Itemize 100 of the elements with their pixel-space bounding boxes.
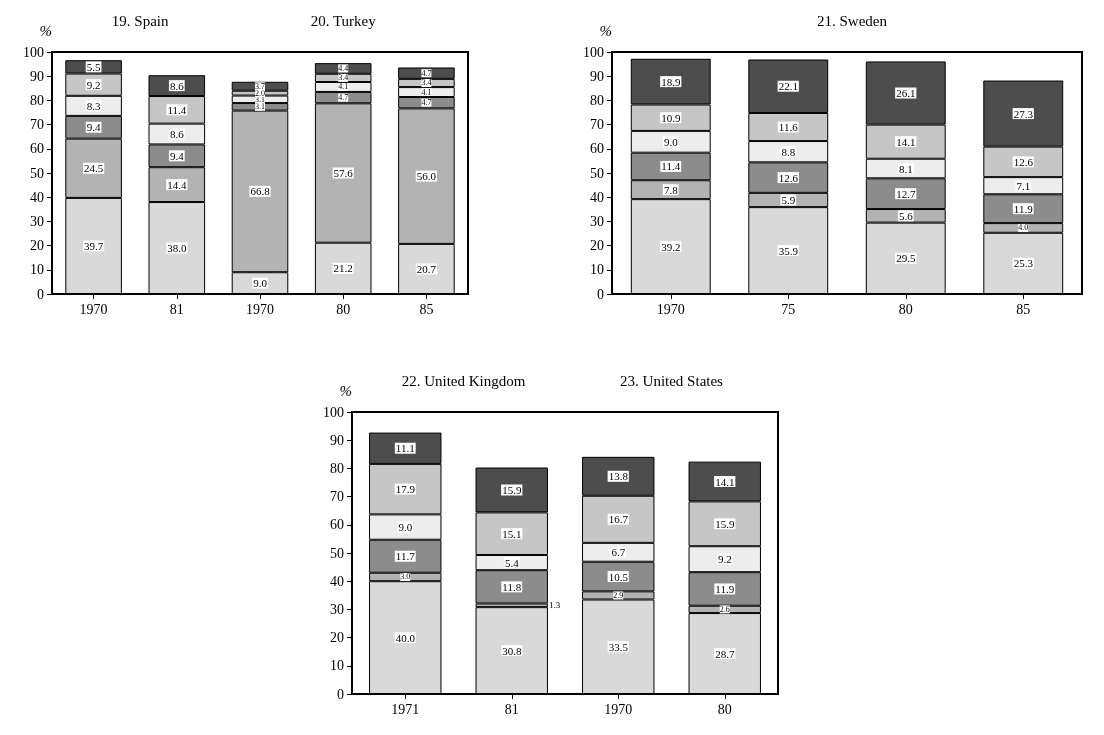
data-label: 39.7: [83, 239, 104, 252]
y-axis-title: %: [599, 22, 612, 39]
y-tick-label: 50: [330, 545, 344, 561]
x-tick-label: 80: [898, 301, 913, 317]
data-label: 16.7: [608, 513, 629, 526]
data-label: 11.9: [715, 582, 735, 595]
y-tick-label: 0: [597, 286, 604, 302]
data-label: 17.9: [395, 483, 416, 496]
data-label: 9.4: [169, 149, 185, 162]
y-tick-label: 50: [30, 165, 44, 181]
data-label: 12.6: [778, 171, 799, 184]
data-label: 29.5: [896, 252, 916, 265]
data-label: 4.1: [338, 82, 349, 92]
data-label: 2.6: [719, 604, 730, 614]
data-label: 24.5: [83, 162, 104, 175]
data-label: 3.4: [338, 73, 349, 83]
chart-title: 19. Spain: [111, 12, 170, 29]
data-label: 5.4: [504, 556, 520, 569]
data-label: 3.7: [255, 81, 265, 91]
y-tick-label: 30: [30, 213, 44, 229]
y-tick-label: 100: [23, 44, 44, 60]
data-label: 1.3: [548, 600, 561, 611]
data-label: 14.1: [896, 135, 916, 148]
data-label: 11.7: [395, 550, 416, 563]
data-label: 9.4: [86, 121, 101, 134]
y-tick-label: 90: [590, 68, 604, 84]
y-tick-label: 50: [590, 165, 604, 181]
data-label: 10.5: [608, 570, 629, 583]
y-tick-label: 30: [330, 601, 344, 617]
data-label: 15.1: [502, 527, 522, 540]
data-label: 22.1: [778, 80, 798, 93]
data-label: 5.6: [898, 209, 914, 222]
data-label: 8.8: [781, 145, 796, 158]
data-label: 11.8: [502, 580, 522, 593]
y-tick-label: 40: [30, 189, 44, 205]
data-label: 35.9: [778, 244, 799, 257]
data-label: 9.0: [253, 277, 268, 290]
data-label: 11.4: [167, 103, 187, 116]
y-tick-label: 20: [330, 630, 344, 646]
data-label: 21.2: [333, 262, 353, 275]
y-tick-label: 40: [330, 573, 344, 589]
y-tick-label: 100: [583, 44, 604, 60]
x-tick-label: 85: [419, 301, 434, 317]
data-label: 3.4: [421, 78, 432, 88]
y-axis-title: %: [339, 382, 352, 399]
x-tick-label: 1970: [656, 301, 685, 317]
data-label: 11.9: [1013, 202, 1034, 215]
data-label: 25.3: [1013, 257, 1034, 270]
data-label: 4.1: [421, 87, 432, 97]
data-label: 9.0: [398, 521, 413, 534]
y-tick-label: 90: [330, 432, 344, 448]
data-label: 11.1: [395, 442, 415, 455]
data-label: 12.6: [1013, 155, 1034, 168]
data-label: 9.2: [86, 78, 101, 91]
data-label: 26.1: [896, 87, 916, 100]
data-label: 12.7: [896, 187, 916, 200]
data-label: 56.0: [416, 170, 437, 183]
y-tick-label: 10: [330, 658, 344, 674]
data-label: 7.1: [1016, 179, 1031, 192]
x-tick-label: 1970: [79, 301, 108, 317]
y-tick-label: 100: [323, 404, 344, 420]
x-tick-label: 80: [717, 701, 732, 717]
data-label: 10.9: [661, 111, 681, 124]
data-label: 2.9: [613, 590, 624, 600]
y-tick-label: 60: [590, 141, 604, 157]
data-label: 8.6: [169, 128, 185, 141]
y-tick-label: 60: [330, 517, 344, 533]
chart-title: 22. United Kingdom: [401, 372, 526, 389]
data-label: 15.9: [715, 517, 735, 530]
data-label: 38.0: [167, 242, 187, 255]
data-label: 15.9: [502, 483, 522, 496]
y-axis-title: %: [39, 22, 52, 39]
text: 20. Turkey: [310, 12, 377, 29]
data-label: 8.1: [898, 162, 913, 175]
y-tick-label: 20: [590, 238, 604, 254]
x-tick-label: 1970: [604, 701, 633, 717]
y-tick-label: 0: [337, 686, 344, 702]
data-label: 66.8: [250, 185, 271, 198]
y-tick-label: 80: [590, 92, 604, 108]
data-label: 27.3: [1013, 107, 1034, 120]
y-tick-label: 20: [30, 238, 44, 254]
data-label: 4.7: [338, 93, 349, 103]
data-label: 57.6: [333, 167, 354, 179]
data-label: 4.4: [338, 63, 349, 73]
data-label: 39.2: [661, 240, 681, 253]
data-label: 4.0: [1018, 223, 1029, 233]
data-label: 33.5: [608, 640, 629, 653]
y-tick-label: 70: [30, 117, 44, 133]
data-label: 9.2: [717, 553, 732, 566]
y-tick-label: 70: [590, 117, 604, 133]
x-tick-label: 81: [169, 301, 184, 317]
x-tick-label: 85: [1016, 301, 1031, 317]
y-tick-label: 40: [590, 189, 604, 205]
y-tick-label: 70: [330, 489, 344, 505]
data-label: 7.8: [663, 183, 679, 196]
y-tick-label: 60: [30, 141, 44, 157]
data-label: 14.4: [167, 178, 187, 191]
data-label: 28.7: [715, 647, 735, 660]
data-label: 4.7: [421, 98, 432, 108]
data-label: 6.7: [611, 546, 626, 559]
